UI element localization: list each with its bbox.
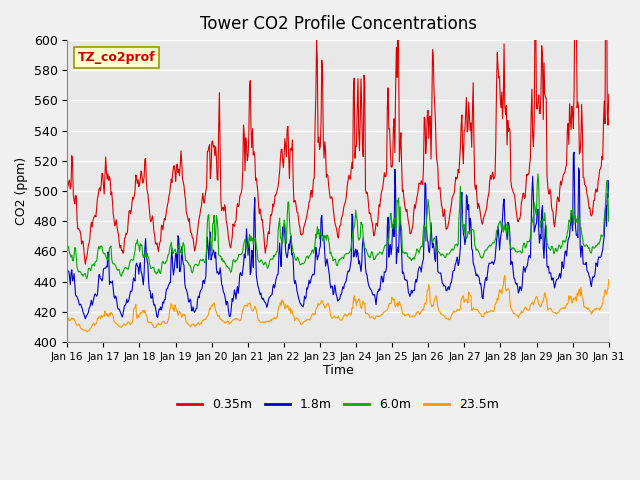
X-axis label: Time: Time xyxy=(323,364,353,377)
Y-axis label: CO2 (ppm): CO2 (ppm) xyxy=(15,157,28,225)
Title: Tower CO2 Profile Concentrations: Tower CO2 Profile Concentrations xyxy=(200,15,477,33)
Legend: 0.35m, 1.8m, 6.0m, 23.5m: 0.35m, 1.8m, 6.0m, 23.5m xyxy=(172,394,504,417)
Text: TZ_co2prof: TZ_co2prof xyxy=(78,51,156,64)
